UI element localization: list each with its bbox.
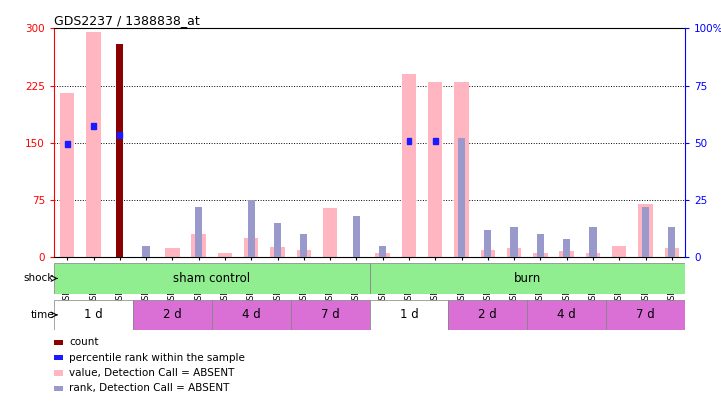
Text: 1 d: 1 d (399, 308, 418, 322)
Text: count: count (69, 337, 99, 347)
Bar (54, 300, 133, 330)
Bar (218, 254, 232, 257)
Text: burn: burn (513, 272, 541, 285)
Text: value, Detection Call = ABSENT: value, Detection Call = ABSENT (69, 368, 234, 378)
Bar (65, 141, 70, 147)
Bar (60, 93, 74, 257)
Bar (300, 234, 307, 257)
Bar (481, 249, 495, 257)
Bar (247, 200, 255, 257)
Bar (323, 208, 337, 257)
Bar (353, 216, 360, 257)
Bar (191, 234, 206, 257)
Bar (454, 82, 469, 257)
Text: percentile rank within the sample: percentile rank within the sample (69, 353, 245, 362)
Bar (142, 246, 150, 257)
Bar (212, 300, 291, 330)
Text: time: time (30, 310, 54, 320)
Bar (612, 246, 627, 257)
Text: 1 d: 1 d (84, 308, 103, 322)
Bar (407, 138, 411, 144)
Bar (642, 207, 649, 257)
Bar (448, 300, 527, 330)
Text: sham control: sham control (173, 272, 250, 285)
Text: 2 d: 2 d (479, 308, 497, 322)
Text: 7 d: 7 d (636, 308, 655, 322)
Bar (369, 263, 685, 294)
Text: 4 d: 4 d (557, 308, 576, 322)
Bar (270, 247, 285, 257)
Bar (91, 123, 96, 129)
Bar (274, 223, 281, 257)
Bar (379, 246, 386, 257)
Bar (589, 228, 596, 257)
Bar (369, 300, 448, 330)
Bar (428, 82, 443, 257)
Bar (668, 228, 676, 257)
Bar (244, 238, 258, 257)
Bar (585, 254, 600, 257)
Bar (536, 234, 544, 257)
Bar (510, 228, 518, 257)
Bar (296, 249, 311, 257)
Bar (433, 138, 438, 144)
Text: 4 d: 4 d (242, 308, 260, 322)
Bar (133, 300, 212, 330)
Bar (165, 248, 180, 257)
Bar (116, 44, 123, 257)
Bar (638, 204, 653, 257)
Bar (563, 239, 570, 257)
Bar (559, 251, 574, 257)
Bar (195, 207, 203, 257)
Text: 2 d: 2 d (163, 308, 182, 322)
Bar (484, 230, 492, 257)
Bar (87, 32, 101, 257)
Bar (118, 132, 122, 138)
Text: GDS2237 / 1388838_at: GDS2237 / 1388838_at (54, 14, 200, 27)
Text: 7 d: 7 d (321, 308, 340, 322)
Bar (376, 254, 390, 257)
Text: rank, Detection Call = ABSENT: rank, Detection Call = ABSENT (69, 384, 229, 393)
Bar (402, 74, 416, 257)
Bar (533, 254, 548, 257)
Text: shock: shock (24, 273, 54, 283)
Bar (54, 263, 369, 294)
Bar (291, 300, 369, 330)
Bar (665, 248, 679, 257)
Bar (527, 300, 606, 330)
Bar (606, 300, 685, 330)
Bar (458, 138, 465, 257)
Bar (507, 248, 521, 257)
